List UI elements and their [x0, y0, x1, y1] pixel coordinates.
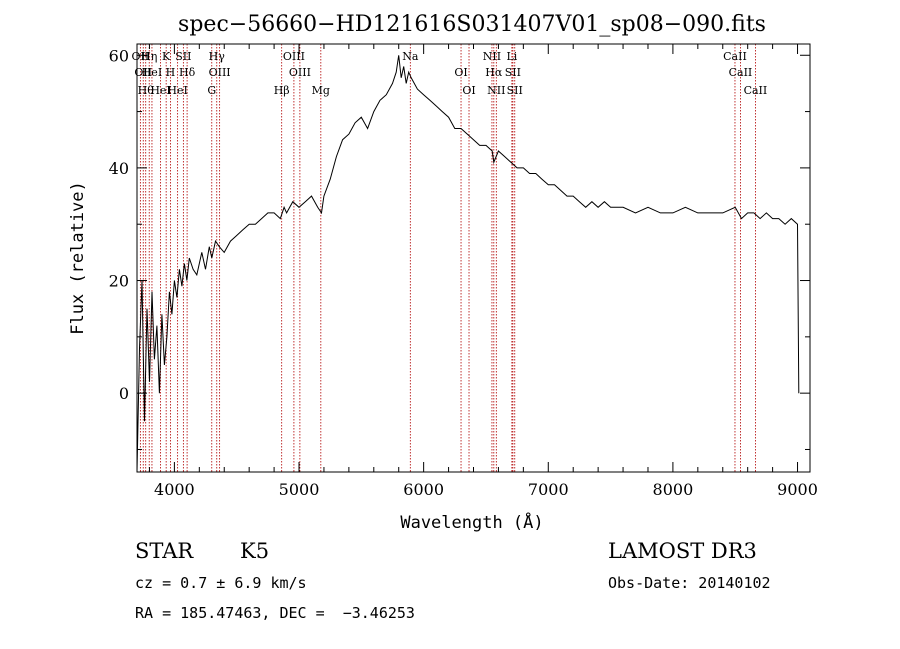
line-label: Hα [485, 66, 503, 79]
line-label: HeI [150, 84, 170, 97]
axis-ticks: 4000 5000 6000 7000 8000 9000 0 20 40 60 [109, 44, 818, 499]
y-tick-label: 40 [109, 159, 129, 178]
line-label: OII [132, 50, 150, 63]
line-label: CaII [723, 50, 747, 63]
line-label: OI [454, 66, 467, 79]
x-tick-label: 5000 [279, 480, 320, 499]
spectrum-line [136, 55, 800, 473]
line-label: G [207, 84, 216, 97]
spectral-line-labels: OIIOIIHθHηHeIHeIKHHeISIIHδGHγOIIIHβOIIIO… [132, 50, 768, 97]
line-label: Hβ [274, 84, 290, 97]
subclass-label: K5 [240, 539, 270, 563]
line-label: Hη [141, 50, 157, 63]
redshift-text: cz = 0.7 ± 6.9 km/s [135, 574, 307, 592]
line-label: OI [462, 84, 475, 97]
line-label: K [162, 50, 171, 63]
line-label: SII [505, 66, 521, 79]
line-label: NII [483, 50, 501, 63]
y-axis-label: Flux (relative) [68, 181, 88, 335]
line-label: Hθ [138, 84, 155, 97]
chart-title: spec−56660−HD121616S031407V01_sp08−090.f… [178, 12, 766, 37]
line-label: Hδ [179, 66, 196, 79]
line-label: Na [402, 50, 419, 63]
radec-text: RA = 185.47463, DEC = −3.46253 [135, 604, 415, 622]
class-label: STAR [135, 539, 194, 563]
line-label: CaII [729, 66, 753, 79]
line-label: Mg [312, 84, 330, 97]
line-label: H [166, 66, 176, 79]
plot-frame [136, 43, 811, 473]
line-label: OIII [283, 50, 305, 63]
line-label: OII [134, 66, 152, 79]
x-tick-label: 9000 [777, 480, 818, 499]
line-label: Hγ [209, 50, 226, 63]
line-label: SII [175, 50, 191, 63]
line-label: NII [487, 84, 505, 97]
y-tick-label: 60 [109, 46, 129, 65]
obs-date-text: Obs-Date: 20140102 [608, 574, 771, 592]
line-label: Li [506, 50, 517, 63]
x-tick-label: 6000 [403, 480, 444, 499]
x-tick-label: 7000 [528, 480, 569, 499]
survey-label: LAMOST DR3 [608, 539, 757, 563]
x-axis-label: Wavelength (Å) [400, 511, 543, 533]
y-tick-label: 0 [119, 384, 129, 403]
line-label: HeI [167, 84, 187, 97]
y-tick-label: 20 [109, 272, 129, 291]
spectral-line-markers [139, 44, 756, 472]
x-tick-label: 8000 [653, 480, 694, 499]
x-tick-label: 4000 [154, 480, 195, 499]
line-label: OIII [209, 66, 231, 79]
line-label: SII [507, 84, 523, 97]
line-label: OIII [289, 66, 311, 79]
line-label: HeI [142, 66, 162, 79]
line-label: CaII [744, 84, 768, 97]
